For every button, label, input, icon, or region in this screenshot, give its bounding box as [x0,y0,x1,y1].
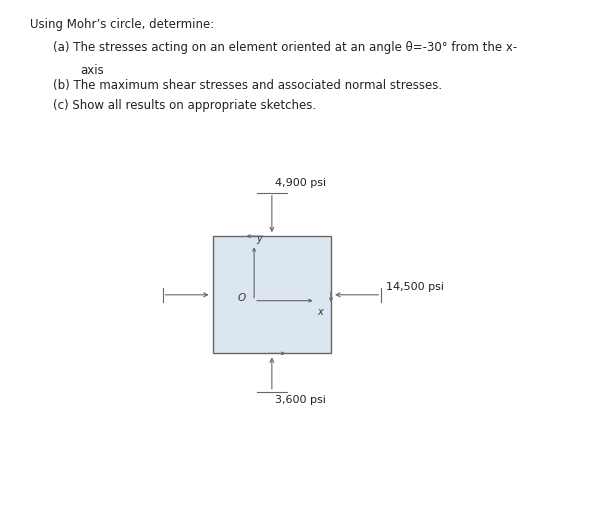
Text: axis: axis [80,64,103,76]
Text: 14,500 psi: 14,500 psi [386,281,444,291]
Text: (c) Show all results on appropriate sketches.: (c) Show all results on appropriate sket… [53,99,316,112]
Bar [213,237,331,354]
Text: y: y [256,233,262,243]
Text: 3,600 psi: 3,600 psi [275,394,326,405]
Text: (a) The stresses acting on an element oriented at an angle θ=-30° from the x-: (a) The stresses acting on an element or… [53,41,518,53]
Text: x: x [317,306,323,316]
Text: Using Mohr’s circle, determine:: Using Mohr’s circle, determine: [30,18,214,31]
Text: O: O [237,292,245,302]
Text: 4,900 psi: 4,900 psi [275,177,326,187]
Text: (b) The maximum shear stresses and associated normal stresses.: (b) The maximum shear stresses and assoc… [53,79,442,92]
